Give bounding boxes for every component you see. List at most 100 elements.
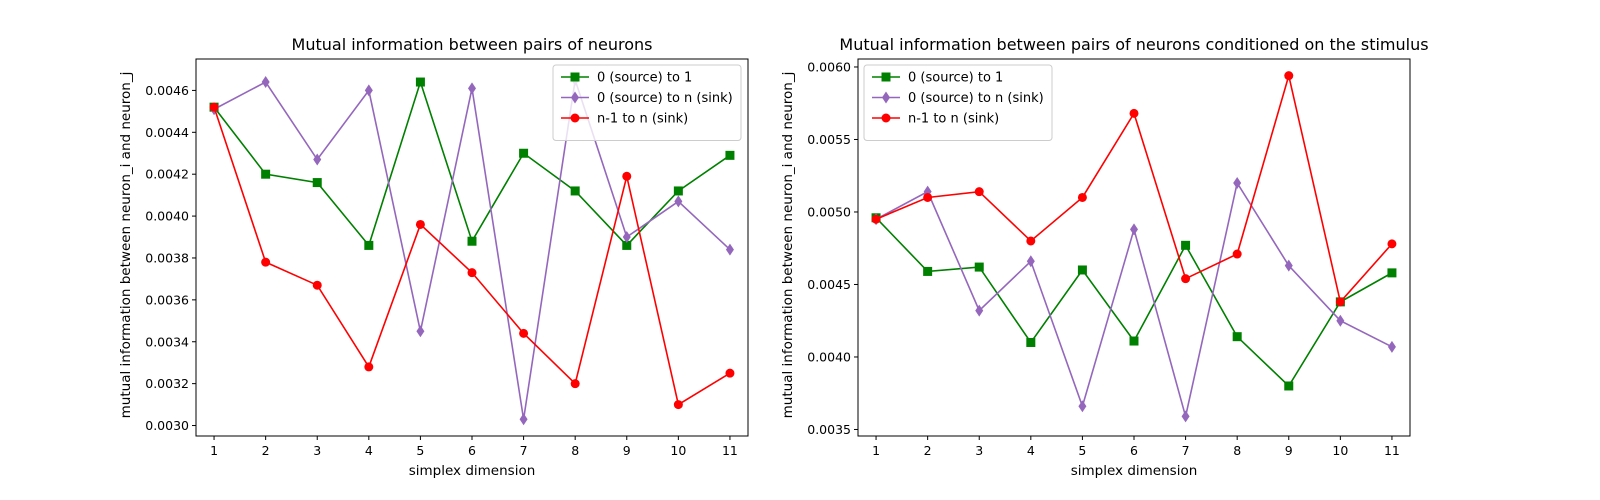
right-chart-panel: Mutual information between pairs of neur… [780, 35, 1429, 479]
right-data-point [1026, 255, 1035, 268]
right-data-point [1181, 410, 1190, 423]
left-data-point [622, 240, 632, 250]
left-y-tick-label: 0.0034 [145, 334, 189, 349]
left-data-point [622, 231, 631, 244]
right-data-point [1284, 381, 1294, 391]
left-legend-item: 0 (source) to n (sink) [561, 91, 733, 106]
left-legend-marker [571, 91, 579, 104]
right-x-tick-label: 9 [1285, 443, 1293, 458]
left-legend-marker [570, 72, 580, 82]
left-x-tick-label: 3 [313, 443, 321, 458]
left-y-tick-label: 0.0040 [145, 209, 189, 224]
left-legend-label: 0 (source) to 1 [597, 71, 692, 86]
right-chart-title: Mutual information between pairs of neur… [839, 35, 1428, 54]
left-data-point [364, 240, 374, 250]
left-data-point [725, 243, 734, 256]
right-data-point [1336, 314, 1345, 327]
left-legend-box [552, 64, 742, 141]
right-legend-marker [881, 72, 891, 82]
right-x-tick-label: 6 [1130, 443, 1138, 458]
right-y-tick-label: 0.0040 [807, 349, 851, 364]
right-y-tick-label: 0.0055 [807, 132, 851, 147]
right-data-point [923, 266, 933, 276]
right-data-point [1129, 336, 1139, 346]
left-data-point [622, 171, 632, 181]
left-data-point [312, 178, 322, 188]
left-data-point [725, 368, 735, 378]
left-data-point [673, 400, 683, 410]
left-data-point [261, 76, 270, 89]
right-data-point [1335, 297, 1345, 307]
right-data-point [1026, 236, 1036, 246]
left-data-point [415, 77, 425, 87]
left-x-tick-label: 10 [670, 443, 686, 458]
left-data-point [519, 413, 528, 426]
left-x-tick-label: 2 [262, 443, 270, 458]
right-x-tick-label: 10 [1332, 443, 1348, 458]
left-data-point [519, 148, 529, 158]
right-chart-axes-frame [857, 58, 1411, 437]
right-data-point [974, 262, 984, 272]
right-legend-item: n-1 to n (sink) [872, 112, 999, 127]
right-legend-marker [881, 113, 891, 123]
right-data-point [1284, 71, 1294, 81]
left-x-tick-label: 6 [468, 443, 476, 458]
right-x-tick-label: 7 [1182, 443, 1190, 458]
right-data-point [1026, 337, 1036, 347]
left-data-point [364, 362, 374, 372]
right-data-point [1181, 274, 1191, 284]
left-x-tick-label: 4 [365, 443, 373, 458]
left-legend-item: n-1 to n (sink) [561, 112, 688, 127]
right-data-point [1387, 340, 1396, 353]
left-x-tick-label: 8 [571, 443, 579, 458]
left-legend-label: 0 (source) to n (sink) [597, 91, 733, 106]
left-series-2 [209, 102, 735, 410]
right-x-tick-label: 11 [1384, 443, 1400, 458]
left-data-point [209, 102, 219, 112]
right-data-point [1077, 265, 1087, 275]
right-data-point [1078, 400, 1087, 413]
left-data-point [673, 186, 683, 196]
right-chart-legend: 0 (source) to 1 0 (source) to n (sink) n-1… [863, 64, 1053, 141]
left-y-tick-label: 0.0046 [145, 83, 189, 98]
left-data-point [415, 219, 425, 229]
right-x-tick-label: 5 [1078, 443, 1086, 458]
right-x-tick-label: 4 [1027, 443, 1035, 458]
left-y-tick-label: 0.0032 [145, 376, 189, 391]
left-chart-title: Mutual information between pairs of neur… [292, 35, 653, 54]
right-data-point [923, 192, 933, 202]
right-legend-item: 0 (source) to n (sink) [872, 91, 1044, 106]
left-data-point [364, 84, 373, 97]
left-chart-axes-frame [195, 58, 749, 437]
right-y-tick-label: 0.0045 [807, 277, 851, 292]
right-data-point [1130, 223, 1138, 236]
left-chart-panel: Mutual information between pairs of neur… [118, 35, 749, 479]
right-data-point [975, 304, 984, 317]
left-data-point [467, 268, 477, 278]
left-y-tick-label: 0.0030 [145, 418, 189, 433]
left-data-point [519, 328, 529, 338]
right-data-point [1232, 332, 1242, 342]
right-legend-item: 0 (source) to 1 [872, 71, 1003, 86]
right-x-tick-label: 3 [975, 443, 983, 458]
left-x-tick-label: 9 [623, 443, 631, 458]
left-y-tick-label: 0.0036 [145, 292, 189, 307]
right-data-point [974, 187, 984, 197]
left-chart-legend: 0 (source) to 1 0 (source) to n (sink) n-1… [552, 64, 742, 141]
left-data-point [261, 257, 271, 267]
right-data-point [1232, 249, 1242, 259]
right-data-point [1387, 268, 1397, 278]
left-data-point [312, 280, 322, 290]
right-data-point [1284, 259, 1293, 272]
right-data-point [1387, 239, 1397, 249]
left-data-point [570, 379, 580, 389]
left-chart-xlabel: simplex dimension [409, 463, 536, 479]
right-data-point [1181, 240, 1191, 250]
left-data-point [570, 186, 580, 196]
left-y-tick-label: 0.0042 [145, 167, 189, 182]
left-legend-marker [570, 113, 580, 123]
right-legend-marker [882, 91, 890, 104]
right-legend-label: 0 (source) to n (sink) [908, 91, 1044, 106]
